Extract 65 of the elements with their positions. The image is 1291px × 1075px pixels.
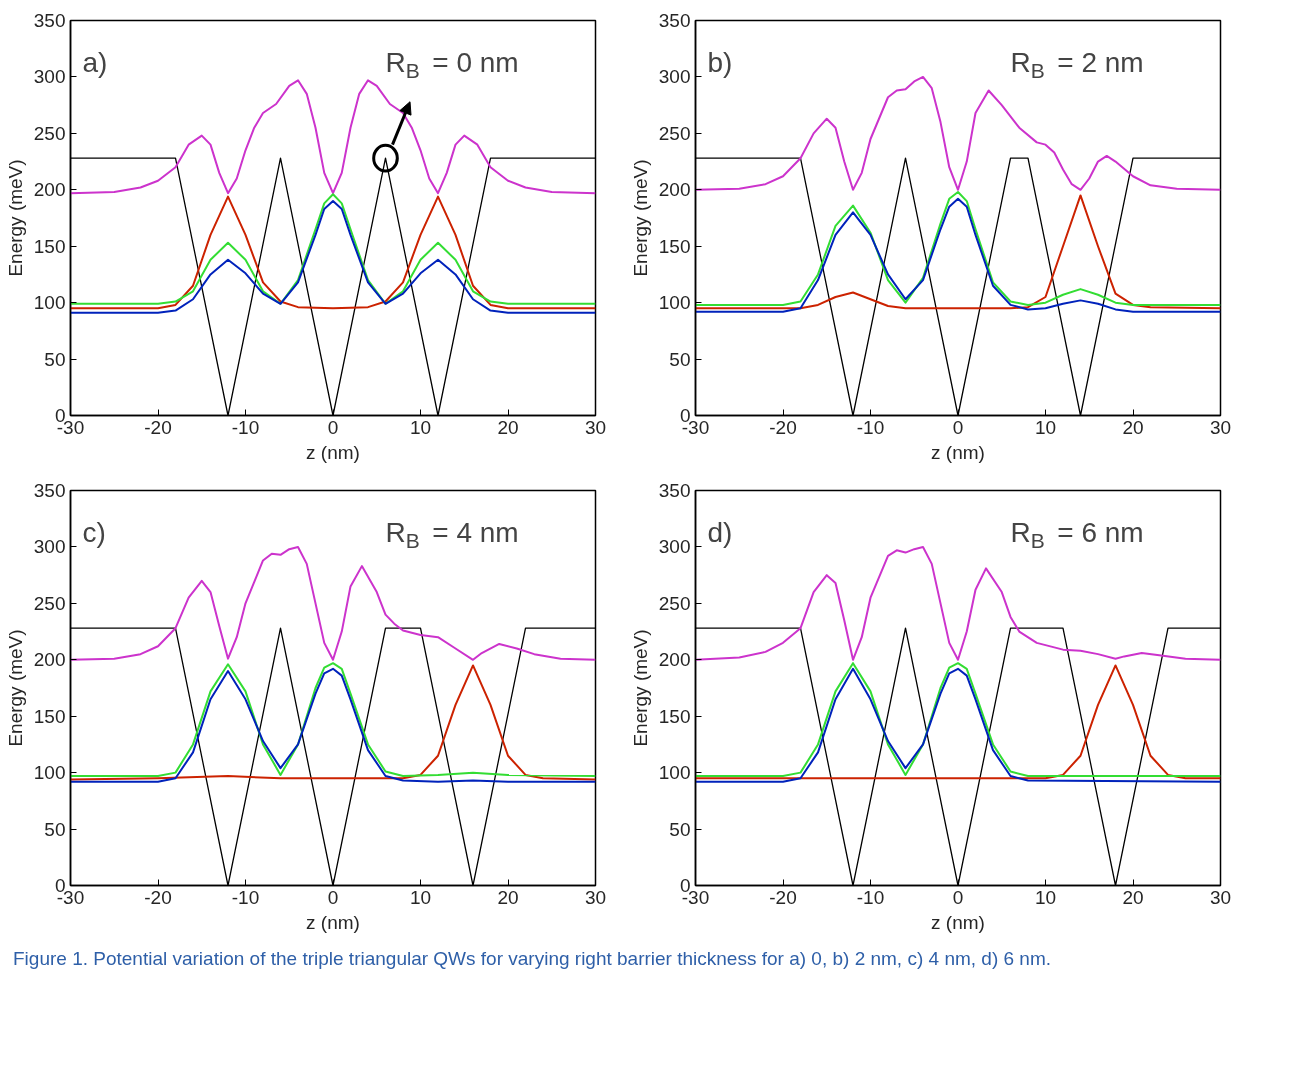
x-axis-title: z (nm) <box>931 911 985 933</box>
x-tick-label: 10 <box>409 886 432 908</box>
y-tick-label: 150 <box>33 235 66 257</box>
caption: Figure 1. Potential variation of the triple triangular QWs for varying right barrier thickness for a) 0, b) 2 nm, c) 4 nm, d) 6 nm. <box>12 947 1052 971</box>
x-tick-label: 30 <box>584 416 607 438</box>
x-tick-label: -10 <box>856 416 885 438</box>
y-tick-label: 350 <box>33 480 66 501</box>
x-tick-label: 0 <box>327 886 339 908</box>
annotation: d) <box>707 517 733 548</box>
y-tick-label: 250 <box>658 122 691 144</box>
y-axis-title: Energy (meV) <box>629 159 651 277</box>
x-tick-label: -20 <box>144 886 172 908</box>
x-tick-label: 0 <box>952 416 964 438</box>
x-tick-label: 30 <box>1209 416 1232 438</box>
y-tick-label: 150 <box>33 705 66 727</box>
y-tick-label: 50 <box>44 348 66 370</box>
x-tick-label: -10 <box>856 886 885 908</box>
y-tick-label: 100 <box>658 762 691 784</box>
y-axis-title: Energy (meV) <box>629 629 651 747</box>
y-tick-label: 200 <box>658 179 691 201</box>
y-tick-label: 300 <box>658 66 691 88</box>
x-tick-label: -10 <box>231 416 260 438</box>
annotation: a) <box>82 47 108 78</box>
x-tick-label: 0 <box>327 416 339 438</box>
x-tick-label: -20 <box>769 416 797 438</box>
x-tick-label: 30 <box>584 886 607 908</box>
y-tick-label: 150 <box>658 705 691 727</box>
y-tick-label: 100 <box>658 292 691 314</box>
x-tick-label: 20 <box>497 886 519 908</box>
y-tick-label: 150 <box>658 235 691 257</box>
x-tick-label: 20 <box>1122 886 1144 908</box>
y-tick-label: 100 <box>33 762 66 784</box>
y-axis-title: Energy (meV) <box>4 629 26 747</box>
x-tick-label: 10 <box>409 416 432 438</box>
y-tick-label: 350 <box>658 480 691 501</box>
x-axis-title: z (nm) <box>306 911 360 933</box>
annotation: c) <box>82 517 106 548</box>
y-tick-label: 100 <box>33 292 66 314</box>
y-axis-title: Energy (meV) <box>4 159 26 277</box>
x-tick-label: -10 <box>231 886 260 908</box>
y-tick-label: 200 <box>658 649 691 671</box>
x-tick-label: -20 <box>769 886 797 908</box>
y-tick-label: 300 <box>658 536 691 558</box>
y-tick-label: 250 <box>33 592 66 614</box>
y-tick-label: 250 <box>658 592 691 614</box>
y-tick-label: 200 <box>33 179 66 201</box>
y-tick-label: 350 <box>658 10 691 31</box>
x-tick-label: 10 <box>1034 416 1057 438</box>
y-tick-label: 300 <box>33 66 66 88</box>
y-tick-label: 50 <box>44 818 66 840</box>
y-tick-label: 50 <box>669 818 691 840</box>
x-axis-title: z (nm) <box>306 441 360 463</box>
x-tick-label: 0 <box>952 886 964 908</box>
x-tick-label: 30 <box>1209 886 1232 908</box>
annotation: b) <box>707 47 733 78</box>
y-tick-label: 350 <box>33 10 66 31</box>
y-tick-label: 250 <box>33 122 66 144</box>
x-tick-label: 20 <box>497 416 519 438</box>
y-tick-label: 300 <box>33 536 66 558</box>
x-axis-title: z (nm) <box>931 441 985 463</box>
x-tick-label: 20 <box>1122 416 1144 438</box>
x-tick-label: 10 <box>1034 886 1057 908</box>
x-tick-label: -20 <box>144 416 172 438</box>
y-tick-label: 200 <box>33 649 66 671</box>
y-tick-label: 50 <box>669 348 691 370</box>
